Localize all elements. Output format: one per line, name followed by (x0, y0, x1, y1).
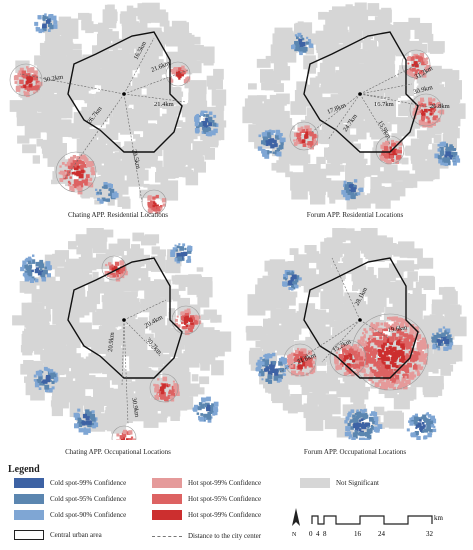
legend-hot99a-label: Hot spot-99% Confidence (188, 479, 262, 487)
legend-hot95: Hot spot-95% Confidence (152, 494, 261, 504)
central-urban-area-boundary (67, 31, 183, 153)
caption-chat-occupational: Chating APP. Occupational Locations (65, 448, 171, 456)
legend-cold99-label: Cold spot-99% Confidence (50, 479, 127, 487)
distance-label: 30.9km (413, 84, 434, 96)
central-urban-area-boundary (303, 257, 419, 379)
distance-line (321, 319, 361, 363)
distance-label: 16.7km (374, 101, 394, 108)
distance-label: 26.8km (430, 103, 450, 110)
distance-label: 21.4km (154, 101, 174, 108)
swatch-cold90 (14, 510, 44, 520)
distance-line (123, 37, 155, 95)
distance-line (359, 93, 391, 145)
legend-central: Central urban area (14, 530, 102, 540)
central-urban-area-boundary (303, 31, 419, 153)
hotspot-clusters (255, 270, 454, 440)
legend-distance-label: Distance to the city center (188, 532, 262, 540)
hotspot-clusters (20, 243, 219, 440)
distance-line (359, 83, 413, 95)
swatch-cold99 (14, 478, 44, 488)
legend-title: Legend (8, 464, 40, 475)
north-arrow-icon (292, 508, 300, 526)
legend-not-sig: Not Significant (300, 478, 379, 488)
scale-tick-24: 24 (378, 530, 386, 538)
swatch-central (14, 530, 44, 540)
scale-tick-16: 16 (354, 530, 362, 538)
legend-cold99: Cold spot-99% Confidence (14, 478, 126, 488)
swatch-hot99b (152, 510, 182, 520)
scale-tick-0: 0 (309, 530, 313, 538)
distance-line (359, 61, 423, 95)
legend-hot99b: Hot spot-99% Confidence (152, 510, 261, 520)
legend-hot99a: Hot spot-99% Confidence (152, 478, 261, 488)
distance-line (327, 93, 361, 141)
distance-label: 30.2km (43, 74, 64, 84)
map-panel-chat-residential: 30.2km 16.5km 21.6km 21.4km 26.7km 29.5km (4, 2, 234, 214)
distance-label: 20.9km (107, 332, 116, 352)
scale-unit: km (434, 514, 444, 522)
distance-line (123, 319, 161, 357)
central-urban-area-boundary (67, 257, 183, 379)
swatch-not-sig (300, 478, 330, 488)
distance-label: 30.9km (130, 397, 140, 418)
scale-tick-4: 4 (316, 530, 320, 538)
caption-chat-residential: Chating APP. Residential Locations (68, 211, 168, 219)
distance-label: 19.6km (387, 324, 407, 334)
distance-line (121, 319, 125, 387)
legend-cold90-label: Cold spot-90% Confidence (50, 511, 127, 519)
scale-ruler (311, 515, 433, 525)
legend-cold95-label: Cold spot-95% Confidence (50, 495, 127, 503)
swatch-hot99a (152, 478, 182, 488)
legend-distance: Distance to the city center (152, 532, 261, 540)
not-significant-area (245, 228, 467, 438)
scale-tick-8: 8 (323, 530, 327, 538)
legend-hot95-label: Hot spot-95% Confidence (188, 495, 262, 503)
distance-line (123, 299, 167, 321)
scale-bar: N km 0 4 8 16 24 32 (292, 508, 444, 538)
city-center-marker (358, 318, 362, 322)
swatch-hot95 (152, 494, 182, 504)
legend-not-sig-label: Not Significant (336, 479, 379, 487)
caption-forum-occupational: Forum APP. Occupational Locations (303, 448, 407, 456)
hotspot-clusters (9, 13, 219, 214)
city-center-marker (122, 92, 126, 96)
distance-line (123, 69, 189, 95)
distance-line (279, 319, 361, 373)
map-panel-chat-occupational: 20.4km 30.7km 20.9km 30.9km (4, 228, 234, 440)
distance-line (19, 73, 125, 95)
map-panel-forum-residential: 31.2km 30.9km 16.7km 26.8km 17.8km 24.7km 15.9… (240, 2, 470, 214)
legend-cold90: Cold spot-90% Confidence (14, 510, 126, 520)
map-panel-forum-occupational: 28.1km 19.6km 15.2km 21.8km (240, 228, 470, 440)
distance-line (123, 93, 143, 203)
swatch-distance (152, 535, 182, 537)
legend-hot99b-label: Hot spot-99% Confidence (188, 511, 262, 519)
scale-tick-32: 32 (426, 530, 434, 538)
distance-line (331, 257, 361, 321)
city-center-marker (358, 92, 362, 96)
distance-label: 29.5km (130, 149, 142, 170)
city-center-marker (122, 318, 126, 322)
not-significant-area (9, 2, 227, 209)
swatch-cold95 (14, 494, 44, 504)
north-label: N (292, 532, 297, 538)
legend-central-label: Central urban area (50, 531, 102, 539)
hotspot-clusters (257, 32, 461, 201)
legend-cold95: Cold spot-95% Confidence (14, 494, 126, 504)
caption-forum-residential: Forum APP. Residential Locations (306, 211, 404, 219)
